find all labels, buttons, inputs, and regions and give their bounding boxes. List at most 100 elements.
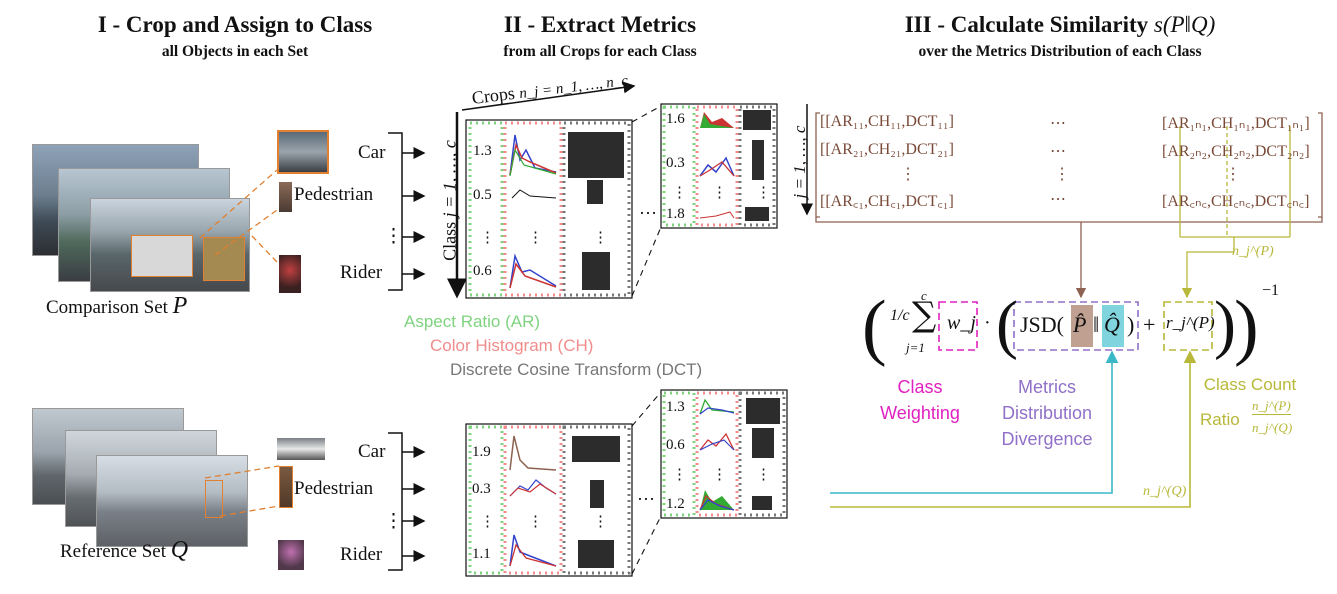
dct-dots-Q-back: ⋮ (756, 467, 771, 483)
matrix-row-3-last: ⋮ (1225, 166, 1241, 183)
caption-ratio-word: Ratio (1200, 410, 1240, 429)
metric-P-back-0: 1.6 (666, 111, 685, 127)
formula-close: ) (1127, 312, 1135, 337)
metrics-panel-Q-front (465, 423, 633, 577)
metric-P-back-1: 0.3 (666, 155, 685, 171)
sum-symbol: ∑ (912, 295, 937, 335)
weighting-box (938, 301, 978, 351)
matrix-row-3-first: ⋮ (900, 166, 916, 183)
crop-rider-Q (278, 540, 304, 570)
caption-divergence-line1: Metrics (1018, 377, 1076, 397)
metric-Q-front-3: 1.1 (472, 546, 491, 562)
pedestrian-bbox (205, 480, 223, 518)
matrix-row-1-mid: ⋯ (1050, 115, 1066, 132)
dct-dots-Q-front: ⋮ (593, 514, 608, 530)
formula-exponent: −1 (1262, 282, 1280, 299)
caption-metrics-divergence: Metrics Distribution Divergence (980, 374, 1114, 452)
comparison-photo-front (90, 198, 250, 292)
stage3-title: III - Calculate Similarity s(P‖Q) (840, 12, 1280, 38)
metric-Q-front-0: 1.9 (472, 444, 491, 460)
metric-Q-back-0: 1.3 (666, 399, 685, 415)
reference-count-line (830, 350, 1197, 508)
p-hat-highlight (1071, 305, 1093, 347)
formula-sum-bottom: j=1 (906, 340, 925, 355)
comparison-set-label: Comparison Set P (46, 293, 187, 320)
formula-weight: w_j (947, 312, 976, 334)
taxi-bbox (203, 237, 245, 281)
crops-axis-text: Crops (470, 82, 516, 108)
metric-Q-back-1: 0.6 (666, 437, 685, 453)
class-label-rider-P: Rider (340, 262, 383, 283)
formula-ratio: r_j^(P) (1166, 313, 1215, 332)
crop-car-P (277, 130, 329, 174)
class-label-pedestrian-Q: Pedestrian (294, 478, 374, 499)
metric-P-front-1: 0.5 (473, 187, 492, 203)
class-label-dots-Q: ⋮ (384, 511, 403, 532)
caption-weighting-line2: Weighting (880, 403, 960, 423)
class-label-rider-Q: Rider (340, 544, 383, 565)
stage1-title: I - Crop and Assign to Class (97, 12, 373, 37)
matrix-row-2-mid: ⋯ (1050, 143, 1066, 160)
crop-pedestrian-Q (279, 466, 293, 508)
class-label-car-Q: Car (358, 441, 386, 462)
reference-set-label: Reference Set Q (60, 537, 188, 564)
stage2-subtitle: from all Crops for each Class (503, 43, 697, 60)
formula-dot: · (984, 312, 991, 334)
matrix-row-4-last: [AR꜀ₙ꜀,CH꜀ₙ꜀,DCT꜀ₙ꜀] (1162, 193, 1310, 210)
ch-dots-P-front: ⋮ (528, 230, 543, 246)
class-axis-label: Class j = 1, …, c (440, 101, 461, 301)
ch-dots-Q-front: ⋮ (528, 514, 543, 530)
crop-leader-lines-P (199, 169, 278, 263)
class-axis-text: Class (439, 221, 460, 261)
stage3-class-axis-label: j = 1, …, c (790, 125, 809, 199)
count-wiring-P (1179, 126, 1291, 299)
arrow-label-nP: n_j^(P) (1232, 244, 1274, 259)
caption-ratio-num: n_j^(P) (1252, 398, 1291, 415)
formula-plus: + (1143, 312, 1156, 337)
caption-divergence-line2: Distribution (1001, 403, 1093, 423)
dct-dots-P-front: ⋮ (593, 230, 608, 246)
arrow-label-nQ: n_j^(Q) (1143, 484, 1187, 499)
matrix-row-4-mid: ⋯ (1050, 191, 1066, 208)
metrics-panel-P-back (660, 103, 778, 229)
metric-P-back-2: ⋮ (672, 185, 687, 201)
crop-rider-P (279, 255, 301, 293)
dct-dots-P-back: ⋮ (756, 185, 771, 201)
metric-P-front-0: 1.3 (473, 143, 492, 159)
class-label-pedestrian-P: Pedestrian (294, 184, 374, 205)
metrics-panel-Q-back (660, 389, 788, 519)
class-bracket-Q (388, 432, 426, 571)
legend-dct: Discrete Cosine Transform (DCT) (450, 360, 703, 379)
reference-set-var: Q (170, 537, 189, 563)
metrics-panel-P-front (465, 119, 633, 299)
metric-P-back-3: 1.8 (666, 206, 685, 222)
metric-P-front-2: ⋮ (480, 230, 495, 246)
class-axis-formula: j = 1, …, c (439, 140, 460, 218)
crop-car-Q (277, 438, 325, 460)
metric-Q-front-1: 0.3 (472, 481, 491, 497)
ch-dots-P-back: ⋮ (712, 185, 727, 201)
stage3-subtitle: over the Metrics Distribution of each Cl… (918, 43, 1202, 60)
formula-p-hat: P̂ (1073, 312, 1087, 337)
q-hat-highlight (1102, 305, 1124, 347)
legend-aspect-ratio: Aspect Ratio (AR) (404, 312, 541, 331)
class-bracket-P (388, 132, 426, 291)
matrix-row-2-last: [AR₂ₙ₂,CH₂ₙ₂,DCT₂ₙ₂] (1162, 143, 1310, 160)
metric-Q-front-2: ⋮ (480, 514, 495, 530)
metric-Q-back-2: ⋮ (672, 467, 687, 483)
metric-Q-back-3: 1.2 (666, 496, 685, 512)
reference-divergence-line (830, 350, 1119, 494)
ellipsis-P: … (639, 198, 657, 218)
matrix-row-1-first: [[AR₁₁,CH₁₁,DCT₁₁] (820, 113, 954, 130)
stage2-title: II - Extract Metrics (503, 12, 697, 37)
matrix-bracket (815, 112, 1323, 299)
formula-jsd: JSD( (1020, 312, 1065, 337)
formula-sep: ‖ (1093, 312, 1100, 337)
metric-P-front-3: 0.6 (473, 263, 492, 279)
caption-ratio-den: n_j^(Q) (1252, 420, 1293, 435)
car-bbox (131, 235, 193, 277)
reference-set-text: Reference Set (60, 541, 167, 562)
formula-frac: 1/c (890, 307, 910, 324)
